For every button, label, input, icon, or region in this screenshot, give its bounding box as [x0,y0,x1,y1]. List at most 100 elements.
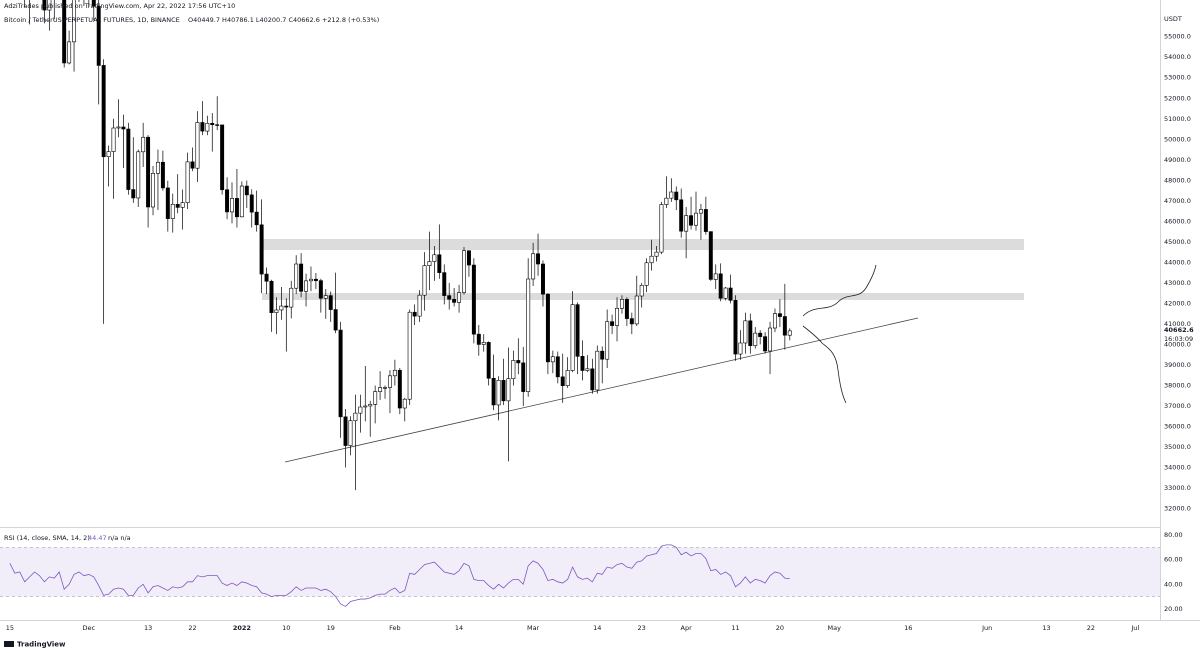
candle-body [67,41,72,64]
x-tick-label: 14 [593,624,601,632]
y-tick-label: 45000.0 [1164,238,1191,246]
candle-body [264,273,269,282]
y-tick-label: 48000.0 [1164,176,1191,184]
candle-body [368,404,373,407]
candle-body [545,293,550,363]
candle-body [723,287,728,299]
rsi-value: 44.47 [88,534,107,542]
candle-body [447,295,452,300]
candle-body [728,287,733,301]
candle-body [610,321,615,326]
candle-body [669,191,674,199]
candle-body [565,370,570,386]
candle-body [299,263,304,292]
candle-body [466,250,471,266]
candle-body [294,263,299,289]
resistance-zone [262,239,1024,250]
candle-body [708,231,713,280]
candle-body [121,126,126,130]
candle-body [541,263,545,295]
candle-body [560,376,565,386]
last-price: 40662.6 [1164,326,1194,334]
candle-body [234,198,239,218]
y-tick-label: 42000.0 [1164,299,1191,307]
x-tick-label: 14 [455,624,463,632]
candle-body [777,313,782,317]
x-tick-label: Jun [981,624,992,632]
y-tick-label: 47000.0 [1164,197,1191,205]
drawings [262,239,1024,463]
rsi-tick-label: 20.00 [1164,605,1183,613]
y-tick-label: 52000.0 [1164,94,1191,102]
x-tick-label: Feb [389,624,401,632]
candle-body [615,308,619,326]
candle-body [452,298,457,303]
candle-body [279,305,284,311]
candle-body [363,405,368,408]
x-tick-label: 22 [1087,624,1095,632]
y-tick-label: 37000.0 [1164,402,1191,410]
candle-body [244,185,249,196]
candle-body [437,254,442,273]
footer-logo: TradingView [4,641,66,649]
x-tick-label: 10 [282,624,290,632]
candle-body [318,280,323,299]
candle-body [536,253,541,265]
candle-body [313,278,318,281]
candle-body [397,369,402,409]
rsi-band [0,547,1160,597]
candle-body [175,204,180,208]
ohlc-legend: O40449.7 H40786.1 L40200.7 C40662.6 +212… [188,16,379,24]
candle-body [254,211,259,226]
candle-body [575,304,580,357]
candle-body [713,273,718,280]
y-tick-label: 40000.0 [1164,340,1191,348]
y-tick-label: 49000.0 [1164,156,1191,164]
scenario-up [802,264,877,317]
candle-body [47,0,52,11]
x-tick-label: 23 [638,624,646,632]
logo-icon [4,641,14,647]
candle-body [96,6,101,66]
candle-body [42,0,47,11]
y-tick-label: 44000.0 [1164,258,1191,266]
candle-body [516,360,521,364]
candle-body [471,264,476,335]
candle-body [462,250,466,293]
y-tick-label: 51000.0 [1164,115,1191,123]
candle-body [531,253,536,280]
candle-body [225,189,230,213]
candle-body [106,151,111,158]
candle-body [629,318,634,325]
candle-body [402,398,407,409]
candle-body [743,320,748,344]
candle-body [323,295,328,299]
candle-body [170,204,175,219]
candle-body [91,0,96,7]
candle-body [353,412,358,422]
support-zone [262,293,1024,300]
brand: TradingView [17,641,66,649]
candle-body [659,204,664,253]
candle-body [72,0,77,43]
candle-body [309,278,313,282]
x-tick-label: 13 [1042,624,1050,632]
candle-body [328,295,333,310]
candle-body [457,292,462,303]
candle-body [387,375,392,388]
candle-body [496,380,501,406]
x-tick-label: 22 [188,624,196,632]
candle-body [338,329,343,418]
candle-body [289,287,294,308]
x-tick-label: 11 [731,624,739,632]
countdown: 16:03:09 [1164,335,1193,343]
candle-body [550,356,555,363]
candle-body [200,122,205,132]
publisher: AdziTrades published on TradingView.com,… [4,2,235,10]
candle-body [526,278,531,392]
candle-body [111,127,116,152]
candle-body [259,224,264,275]
candle-body [383,387,387,389]
candle-body [684,215,689,232]
